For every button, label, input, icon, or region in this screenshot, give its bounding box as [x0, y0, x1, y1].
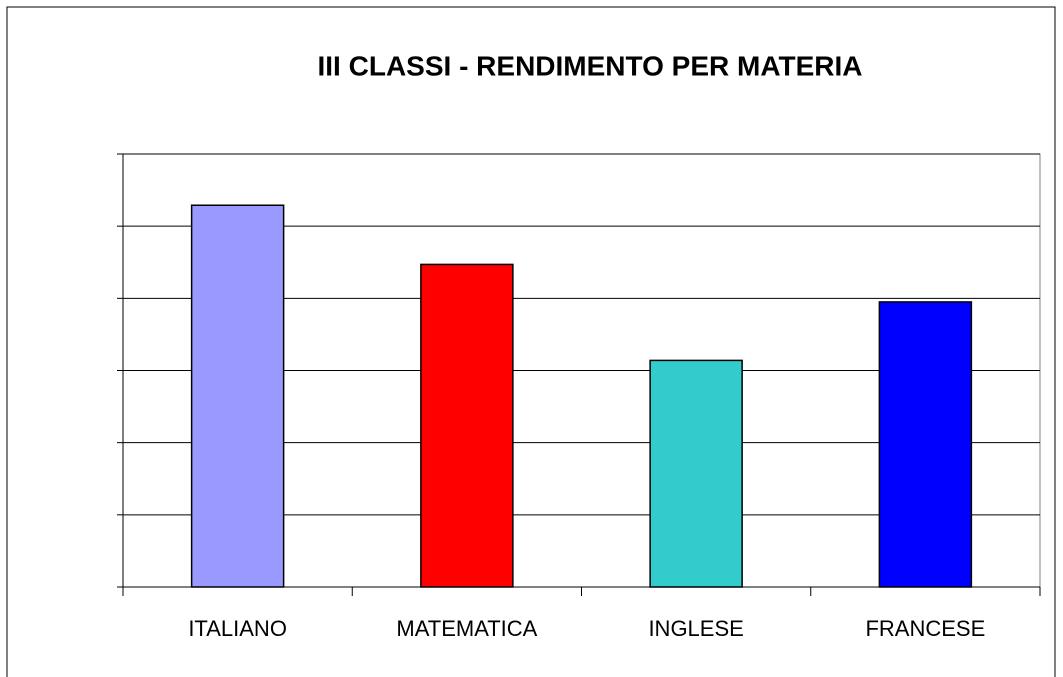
x-tick-label: MATEMATICA: [396, 616, 537, 641]
bar: [190, 204, 285, 588]
x-tick-label: INGLESE: [648, 616, 743, 641]
x-tick-label: ITALIANO: [188, 616, 287, 641]
bar: [649, 359, 743, 588]
bar: [420, 263, 514, 588]
bar: [878, 301, 973, 588]
chart-title: III CLASSI - RENDIMENTO PER MATERIA: [318, 50, 863, 81]
x-tick-label: FRANCESE: [865, 616, 985, 641]
